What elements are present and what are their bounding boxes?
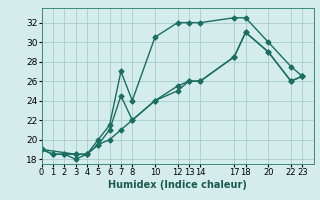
X-axis label: Humidex (Indice chaleur): Humidex (Indice chaleur) — [108, 180, 247, 190]
